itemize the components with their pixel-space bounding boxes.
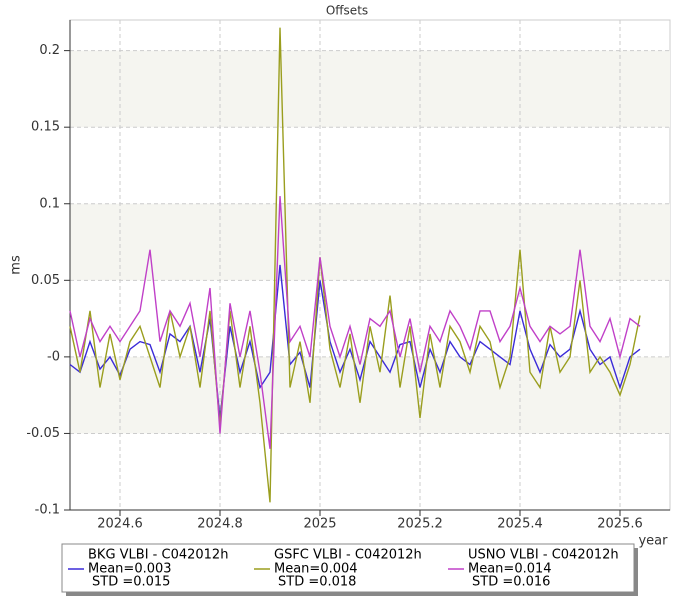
legend-std: STD =0.016 [472, 575, 550, 590]
x-tick-label: 2025 [303, 517, 336, 532]
grid-band [70, 50, 670, 128]
x-tick-label: 2024.6 [97, 517, 143, 532]
chart-title: Offsets [326, 4, 368, 18]
grid-band [70, 356, 670, 434]
y-tick-label: -0 [47, 349, 60, 364]
y-tick-label: 0.15 [31, 120, 60, 135]
x-tick-label: 2024.8 [197, 517, 243, 532]
grid-band [70, 203, 670, 281]
legend-mean: Mean=0.003 [88, 562, 172, 577]
y-tick-label: 0.05 [31, 273, 60, 288]
y-tick-label: 0.2 [39, 43, 60, 58]
y-tick-label: -0.05 [26, 426, 60, 441]
x-tick-label: 2025.6 [597, 517, 643, 532]
legend-std: STD =0.015 [92, 575, 170, 590]
y-tick-label: 0.1 [39, 196, 60, 211]
x-axis-label: year [638, 534, 668, 549]
legend-mean: Mean=0.014 [468, 562, 552, 577]
legend-box [61, 543, 635, 593]
y-tick-label: -0.1 [35, 503, 60, 518]
legend-label: USNO VLBI - C042012h [468, 548, 619, 563]
y-axis-label: ms [9, 255, 24, 275]
data-line [69, 27, 641, 503]
legend-std: STD =0.018 [278, 575, 356, 590]
data-line [69, 196, 641, 449]
x-tick-label: 2025.2 [397, 517, 443, 532]
legend-label: GSFC VLBI - C042012h [274, 548, 422, 563]
legend-label: BKG VLBI - C042012h [88, 548, 228, 563]
x-tick-label: 2025.4 [497, 517, 543, 532]
legend-mean: Mean=0.004 [274, 562, 358, 577]
